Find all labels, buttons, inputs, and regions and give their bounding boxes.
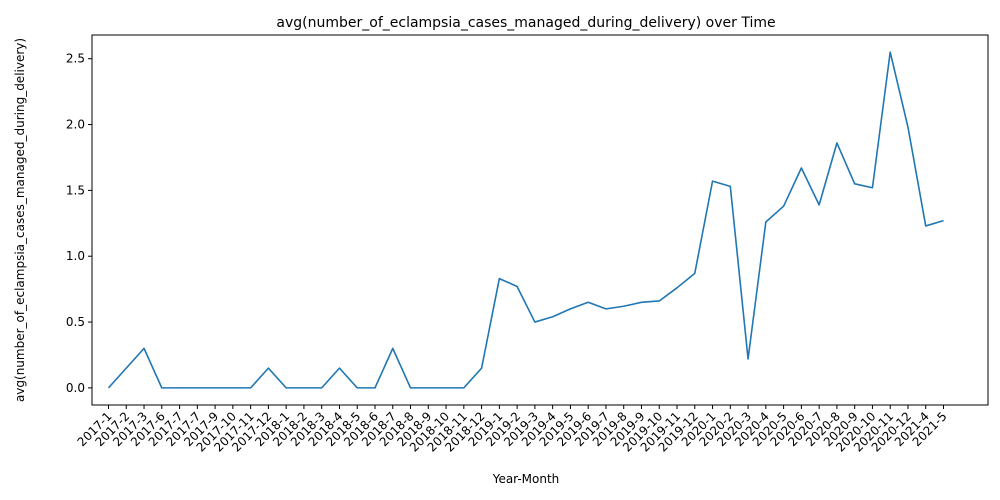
- data-point: [284, 386, 288, 390]
- data-point: [373, 386, 377, 390]
- y-tick-label: 0.0: [66, 381, 85, 395]
- data-point: [746, 357, 750, 361]
- y-tick-label: 2.5: [66, 52, 85, 66]
- data-point: [480, 366, 484, 370]
- data-point: [391, 346, 395, 350]
- data-point: [657, 299, 661, 303]
- data-point: [586, 300, 590, 304]
- data-point: [693, 271, 697, 275]
- y-tick-label: 1.5: [66, 183, 85, 197]
- data-point: [426, 386, 430, 390]
- data-point: [835, 141, 839, 145]
- data-point: [675, 286, 679, 290]
- data-point: [107, 386, 111, 390]
- data-point: [551, 315, 555, 319]
- data-point: [533, 320, 537, 324]
- y-axis: 0.0 0.5 1.0 1.5 2.0 2.5: [66, 52, 92, 395]
- data-point: [568, 307, 572, 311]
- plot-frame: [91, 34, 989, 406]
- data-point: [924, 224, 928, 228]
- data-point: [888, 50, 892, 54]
- data-point: [906, 125, 910, 129]
- data-point: [622, 304, 626, 308]
- y-tick-label: 1.0: [66, 249, 85, 263]
- data-point: [355, 386, 359, 390]
- data-point: [497, 277, 501, 281]
- data-point: [728, 184, 732, 188]
- data-point: [302, 386, 306, 390]
- data-point: [320, 386, 324, 390]
- y-tick-label: 2.0: [66, 118, 85, 132]
- data-point: [817, 203, 821, 207]
- data-point: [853, 182, 857, 186]
- data-point: [870, 186, 874, 190]
- data-point: [409, 386, 413, 390]
- data-point: [604, 307, 608, 311]
- data-point: [231, 386, 235, 390]
- chart-title: avg(number_of_eclampsia_cases_managed_du…: [276, 15, 775, 31]
- data-point: [515, 284, 519, 288]
- series-line: [107, 51, 944, 389]
- x-axis-label: Year-Month: [492, 472, 560, 486]
- y-axis-label: avg(number_of_eclampsia_cases_managed_du…: [13, 38, 27, 402]
- data-point: [124, 366, 128, 370]
- data-point: [799, 166, 803, 170]
- data-point: [462, 386, 466, 390]
- data-point: [178, 386, 182, 390]
- data-point: [764, 220, 768, 224]
- data-point: [444, 386, 448, 390]
- data-point: [249, 386, 253, 390]
- data-point: [942, 219, 946, 223]
- y-tick-label: 0.5: [66, 315, 85, 329]
- data-point: [711, 179, 715, 183]
- data-point: [213, 386, 217, 390]
- data-point: [266, 366, 270, 370]
- data-point: [160, 386, 164, 390]
- data-point: [782, 204, 786, 208]
- data-point: [639, 300, 643, 304]
- data-point: [142, 346, 146, 350]
- data-point: [337, 366, 341, 370]
- data-point: [195, 386, 199, 390]
